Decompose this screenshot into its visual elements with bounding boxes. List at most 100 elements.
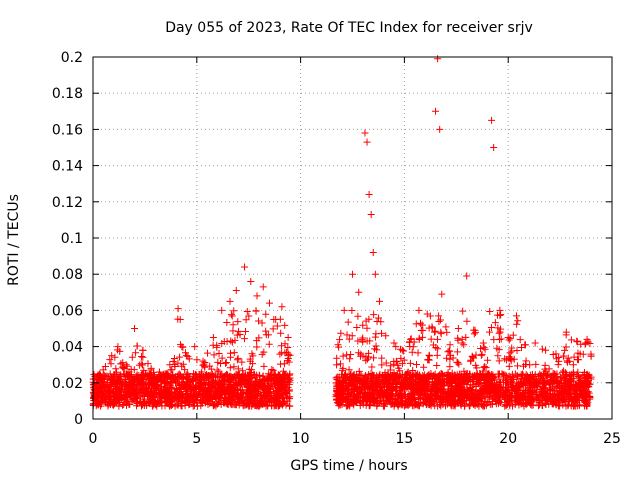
data-point — [437, 330, 445, 338]
data-point — [505, 362, 513, 370]
data-point — [545, 371, 553, 379]
data-point — [394, 401, 402, 409]
data-point — [255, 317, 263, 325]
data-point — [168, 366, 176, 374]
data-point — [568, 385, 576, 393]
data-point — [422, 398, 430, 406]
data-point — [116, 347, 124, 355]
y-tick-label: 0.2 — [61, 50, 83, 66]
data-point — [461, 371, 469, 379]
data-point — [104, 373, 112, 381]
peak-point — [247, 277, 255, 285]
data-point — [371, 345, 379, 353]
data-point — [170, 354, 178, 362]
data-point — [474, 372, 482, 380]
data-point — [286, 374, 294, 382]
data-point — [141, 370, 149, 378]
data-point — [215, 378, 223, 386]
data-point — [388, 371, 396, 379]
data-point — [427, 371, 435, 379]
data-point — [430, 372, 438, 380]
data-point — [258, 319, 266, 327]
data-point — [253, 402, 261, 410]
data-point — [186, 386, 194, 394]
data-point — [334, 387, 342, 395]
data-point — [460, 402, 468, 410]
data-point — [353, 323, 361, 331]
data-point — [542, 380, 550, 388]
data-point — [495, 329, 503, 337]
data-point — [268, 365, 276, 373]
data-point — [244, 378, 252, 386]
peak-point — [166, 361, 174, 369]
data-point — [246, 394, 254, 402]
data-point — [516, 336, 524, 344]
data-point — [436, 316, 444, 324]
data-point — [496, 399, 504, 407]
data-point — [132, 349, 140, 357]
data-point — [420, 363, 428, 371]
data-point — [394, 361, 402, 369]
peak-point — [349, 270, 356, 278]
data-point — [484, 374, 492, 382]
data-point — [567, 336, 575, 344]
data-point — [417, 319, 425, 327]
data-point — [548, 395, 556, 403]
data-point — [576, 350, 584, 358]
data-point — [497, 335, 505, 343]
chart-title: Day 055 of 2023, Rate Of TEC Index for r… — [165, 20, 533, 36]
data-point — [284, 344, 292, 352]
data-point — [181, 349, 189, 357]
data-point — [147, 388, 155, 396]
peak-point — [284, 334, 292, 342]
data-point — [424, 356, 432, 364]
data-point — [508, 394, 516, 402]
peak-point — [147, 364, 155, 372]
data-point — [345, 366, 353, 374]
peak-point — [253, 292, 261, 300]
data-point — [508, 347, 516, 355]
data-point — [335, 402, 343, 410]
data-point — [228, 395, 236, 403]
data-point — [575, 374, 583, 382]
data-point — [107, 374, 115, 382]
data-point — [107, 360, 115, 368]
data-point — [201, 384, 209, 392]
data-point — [236, 330, 244, 338]
data-point — [469, 372, 477, 380]
data-point — [423, 392, 431, 400]
data-point — [441, 402, 449, 410]
data-point — [379, 380, 387, 388]
data-point — [93, 399, 101, 407]
peak-point — [488, 116, 496, 124]
data-point — [336, 336, 344, 344]
data-point — [363, 337, 371, 345]
peak-point — [139, 346, 147, 354]
data-point — [106, 356, 114, 364]
data-point — [407, 383, 415, 391]
data-point — [505, 353, 513, 361]
data-point — [248, 400, 256, 408]
data-point — [281, 340, 289, 348]
data-point — [124, 371, 132, 379]
data-point — [178, 362, 186, 370]
data-point — [539, 401, 547, 409]
data-point — [377, 318, 385, 326]
data-point — [463, 317, 471, 325]
data-point — [119, 401, 127, 409]
data-point — [336, 396, 344, 404]
data-point — [473, 400, 481, 408]
data-point — [415, 402, 423, 410]
data-point — [549, 372, 557, 380]
data-point — [339, 364, 347, 372]
data-point — [562, 343, 570, 351]
data-point — [561, 346, 569, 354]
data-point — [92, 384, 100, 392]
data-point — [522, 375, 530, 383]
data-point — [488, 379, 496, 387]
peak-point — [436, 125, 444, 133]
data-point — [242, 316, 250, 324]
data-point — [97, 395, 104, 403]
data-point — [158, 402, 166, 410]
data-point — [480, 343, 488, 351]
